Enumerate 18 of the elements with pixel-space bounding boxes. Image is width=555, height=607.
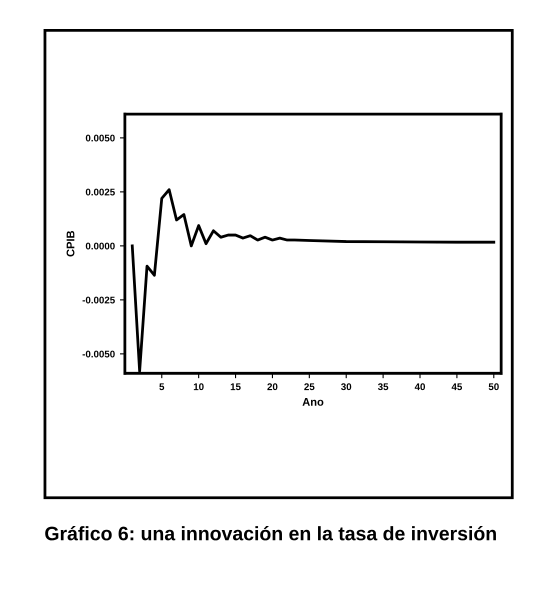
y-axis-title: CPIB bbox=[66, 230, 74, 257]
y-tick-label: -0.0050 bbox=[82, 350, 115, 358]
x-tick-label: 25 bbox=[304, 383, 314, 390]
y-tick-label: 0.0050 bbox=[86, 134, 115, 142]
x-tick-label: 40 bbox=[414, 383, 426, 390]
x-tick-label: 15 bbox=[230, 383, 241, 390]
x-tick-label: 45 bbox=[452, 383, 462, 390]
x-tick-label: 30 bbox=[341, 383, 352, 390]
x-tick-label: 35 bbox=[378, 383, 388, 390]
y-tick-label: 0.0000 bbox=[86, 242, 115, 250]
y-tick-label: 0.0025 bbox=[86, 188, 115, 196]
x-tick-label: 50 bbox=[488, 383, 499, 390]
x-axis-title: Ano bbox=[302, 398, 324, 406]
y-tick-label: -0.0025 bbox=[82, 296, 115, 304]
text: Gráfico 6: una innovación en la tasa de inversión bbox=[45, 526, 496, 540]
x-tick-label: 20 bbox=[267, 383, 278, 390]
x-tick-label: 5 bbox=[159, 383, 164, 390]
x-tick-label: 10 bbox=[194, 383, 204, 390]
